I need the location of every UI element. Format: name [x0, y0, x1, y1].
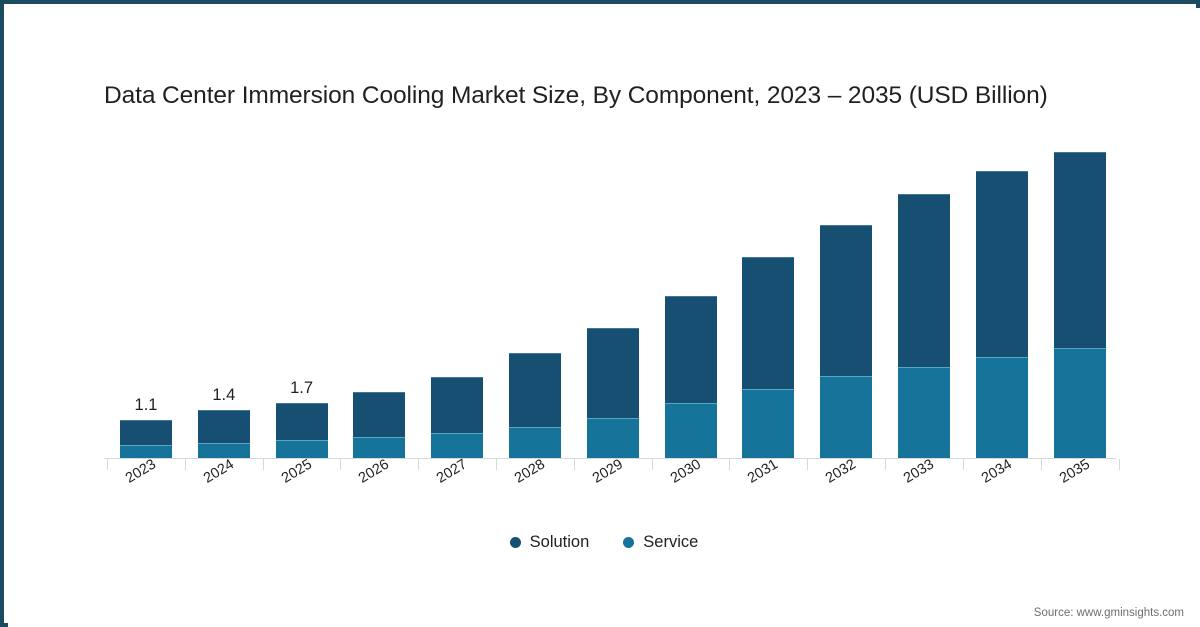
- bar-value-label-2024: 1.4: [212, 386, 236, 404]
- x-axis-label-2035: 2035: [1056, 456, 1093, 487]
- bar-segment-solution-2023[interactable]: [120, 420, 172, 446]
- bar-column-2023[interactable]: 1.1: [120, 396, 172, 458]
- bar-column-2028[interactable]: [509, 353, 561, 458]
- bar-segment-solution-2026[interactable]: [353, 392, 406, 438]
- x-axis-tick-2029: [573, 459, 575, 470]
- bar-column-2032[interactable]: [820, 225, 873, 458]
- bar-segment-service-2023[interactable]: [120, 445, 172, 458]
- bar-segment-solution-2033[interactable]: [898, 194, 950, 368]
- bar-column-2031[interactable]: [742, 257, 795, 458]
- x-axis-line: [104, 458, 1116, 459]
- x-axis-tick-2026: [340, 459, 342, 470]
- chart-legend: Solution Service: [8, 533, 1200, 552]
- bar-value-label-2025: 1.7: [290, 379, 314, 397]
- bar-segment-solution-2025[interactable]: [275, 403, 328, 441]
- x-axis-tick-2035: [1040, 459, 1042, 470]
- x-axis-labels: 2023 2024 2025 2026 2027 2028 2029 2030 2031 2032…: [104, 456, 1116, 519]
- bar-column-2024[interactable]: 1.4: [197, 386, 250, 458]
- bar-segment-service-2026[interactable]: [353, 437, 406, 458]
- bar-segment-service-2027[interactable]: [431, 433, 484, 458]
- legend-swatch-solution-icon: [509, 537, 521, 548]
- x-axis-ticks: [104, 459, 1120, 471]
- x-axis-tick-2027: [418, 459, 420, 470]
- x-axis-tick-2033: [885, 459, 886, 470]
- x-axis-label-2031: 2031: [745, 456, 782, 487]
- x-axis-label-2026: 2026: [356, 456, 393, 487]
- bar-segment-service-2032[interactable]: [820, 376, 873, 458]
- chart-card: Data Center Immersion Cooling Market Siz…: [8, 8, 1200, 627]
- bar-segment-service-2025[interactable]: [275, 440, 328, 458]
- bar-segment-solution-2030[interactable]: [664, 296, 717, 404]
- bars-layer: 1.1 1.4 1.7: [104, 128, 1116, 458]
- x-axis-tick-2030: [651, 459, 653, 470]
- bar-segment-service-2031[interactable]: [742, 389, 795, 458]
- bar-segment-service-2030[interactable]: [664, 403, 717, 458]
- bar-segment-service-2035[interactable]: [1053, 348, 1106, 458]
- bar-segment-solution-2028[interactable]: [509, 353, 561, 428]
- bar-segment-solution-2031[interactable]: [742, 257, 795, 390]
- bar-segment-service-2033[interactable]: [898, 367, 950, 458]
- source-attribution: Source: www.gminsights.com: [1033, 607, 1184, 619]
- bar-column-2026[interactable]: [353, 392, 406, 458]
- bar-segment-solution-2024[interactable]: [197, 410, 250, 444]
- bar-segment-service-2029[interactable]: [586, 418, 639, 458]
- x-axis-label-2025: 2025: [278, 456, 315, 487]
- x-axis-label-2028: 2028: [512, 456, 548, 487]
- bar-segment-solution-2029[interactable]: [586, 328, 639, 419]
- x-axis-tick-2024: [184, 459, 186, 470]
- x-axis-label-2034: 2034: [978, 456, 1015, 487]
- plot-area: 1.1 1.4 1.7: [104, 128, 1116, 459]
- x-axis-label-2033: 2033: [901, 456, 937, 487]
- x-axis-label-2023: 2023: [123, 456, 159, 487]
- bar-value-label-2023: 1.1: [134, 396, 158, 414]
- x-axis-tick-2028: [496, 459, 497, 470]
- legend-item-service[interactable]: Service: [623, 533, 698, 552]
- bar-column-2035[interactable]: [1053, 152, 1106, 458]
- bar-segment-solution-2035[interactable]: [1053, 152, 1106, 349]
- x-axis-tick-2032: [807, 459, 809, 470]
- x-axis-tick-2023: [107, 459, 108, 470]
- legend-label-solution: Solution: [529, 533, 590, 551]
- bar-segment-service-2034[interactable]: [975, 357, 1028, 458]
- bar-segment-service-2024[interactable]: [197, 443, 250, 458]
- x-axis-label-2024: 2024: [200, 456, 237, 487]
- x-axis-label-2029: 2029: [589, 456, 626, 487]
- bar-column-2025[interactable]: 1.7: [275, 379, 328, 458]
- legend-item-solution[interactable]: Solution: [509, 533, 590, 552]
- bar-column-2029[interactable]: [586, 328, 639, 458]
- bar-column-2033[interactable]: [898, 194, 950, 458]
- x-axis-tick-2031: [729, 459, 731, 470]
- bar-column-2027[interactable]: [431, 377, 484, 458]
- x-axis-tick-2034: [962, 459, 964, 470]
- bar-column-2030[interactable]: [664, 296, 717, 458]
- x-axis-tick-end: [1118, 459, 1120, 470]
- bar-segment-solution-2034[interactable]: [975, 171, 1028, 358]
- bar-segment-service-2028[interactable]: [509, 427, 561, 458]
- legend-label-service: Service: [643, 533, 699, 551]
- x-axis-label-2030: 2030: [667, 456, 704, 487]
- bar-segment-solution-2032[interactable]: [820, 225, 873, 377]
- x-axis-label-2027: 2027: [434, 456, 471, 487]
- chart-title: Data Center Immersion Cooling Market Siz…: [104, 82, 1048, 109]
- x-axis-label-2032: 2032: [823, 456, 860, 487]
- bar-segment-solution-2027[interactable]: [431, 377, 484, 434]
- bar-column-2034[interactable]: [975, 171, 1028, 458]
- legend-swatch-service-icon: [623, 537, 635, 548]
- x-axis-tick-2025: [262, 459, 264, 470]
